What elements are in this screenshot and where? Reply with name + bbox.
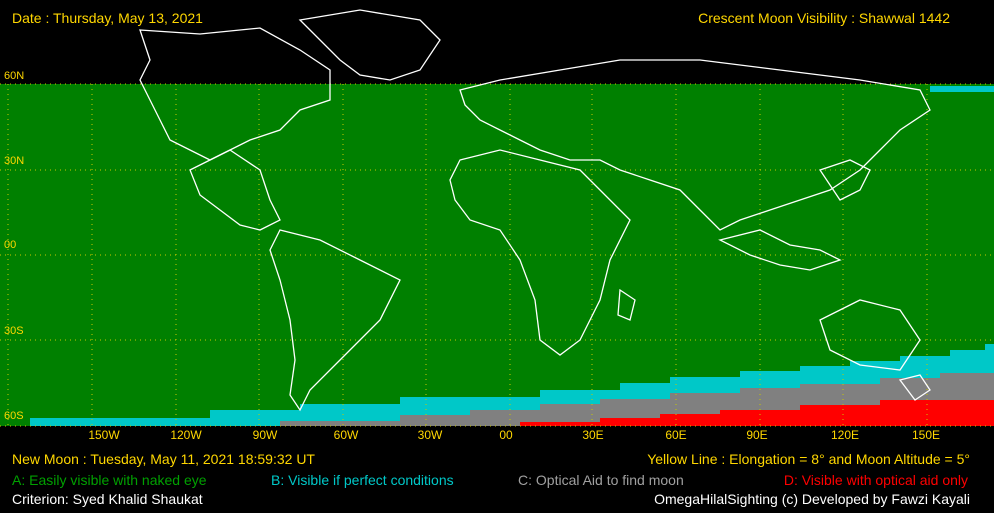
- legend-d: D: Visible with optical aid only: [783, 472, 968, 488]
- credit-label: OmegaHilalSighting (c) Developed by Fawz…: [654, 491, 970, 507]
- legend-a: A: Easily visible with naked eye: [12, 472, 207, 488]
- lat-label-equator: 00: [4, 239, 17, 251]
- lon-label-00: 00: [499, 428, 513, 442]
- lon-label-30w: 30W: [417, 428, 443, 442]
- map-title: Crescent Moon Visibility : Shawwal 1442: [698, 10, 950, 26]
- lat-label-60n: 60N: [4, 70, 25, 82]
- lon-label-120w: 120W: [170, 428, 202, 442]
- lon-label-90e: 90E: [746, 428, 768, 442]
- new-moon-label: New Moon : Tuesday, May 11, 2021 18:59:3…: [12, 451, 315, 467]
- lon-label-150w: 150W: [88, 428, 120, 442]
- zone-b-patch-northeast: [930, 86, 994, 92]
- zone-d-band: [520, 400, 994, 426]
- lon-label-150e: 150E: [911, 428, 941, 442]
- legend-c: C: Optical Aid to find moon: [518, 472, 684, 488]
- lat-label-30n: 30N: [4, 155, 25, 167]
- criterion-label: Criterion: Syed Khalid Shaukat: [12, 491, 203, 507]
- lon-label-30e: 30E: [582, 428, 604, 442]
- lon-label-60e: 60E: [665, 428, 687, 442]
- lon-label-90w: 90W: [252, 428, 278, 442]
- lon-label-60w: 60W: [333, 428, 359, 442]
- yellow-line-label: Yellow Line : Elongation = 8° and Moon A…: [647, 451, 970, 467]
- lat-label-60s: 60S: [4, 410, 24, 422]
- legend-b: B: Visible if perfect conditions: [271, 472, 454, 488]
- date-label: Date : Thursday, May 13, 2021: [12, 10, 203, 26]
- lat-label-30s: 30S: [4, 325, 24, 337]
- lon-label-120e: 120E: [830, 428, 860, 442]
- coastlines: [139, 9, 931, 412]
- lat-lon-grid: [0, 83, 994, 427]
